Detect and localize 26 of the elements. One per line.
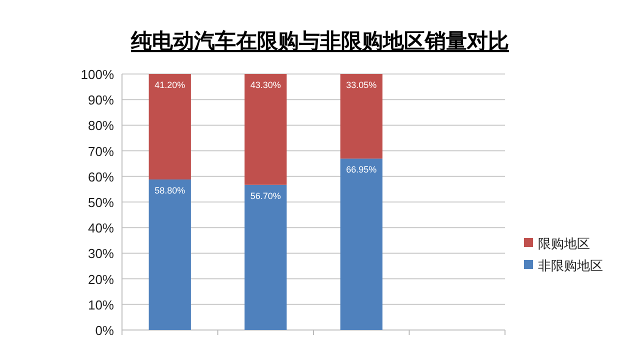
y-tick-label: 70% [88,144,114,159]
bar [244,184,287,330]
y-tick-label: 90% [88,92,114,108]
data-label: 66.95% [346,164,377,175]
y-tick-label: 60% [88,169,114,184]
data-label: 43.30% [250,80,281,90]
y-tick-label: 80% [88,118,114,134]
y-tick-label: 0% [95,323,114,338]
bar [148,74,191,180]
legend-label: 非限购地区 [538,258,603,273]
chart-title: 纯电动汽车在限购与非限购地区销量对比 [130,29,509,53]
y-tick-label: 20% [88,272,114,287]
data-label: 33.05% [346,80,377,90]
bar [340,158,382,330]
legend-label: 限购地区 [538,236,590,251]
data-label: 41.20% [154,80,186,90]
bar [244,74,287,185]
bar [148,179,191,330]
y-tick-label: 50% [88,195,114,210]
y-tick-label: 30% [88,246,114,262]
y-tick-label: 40% [88,220,114,236]
data-label: 58.80% [154,185,186,196]
y-tick-label: 10% [88,297,114,312]
y-tick-label: 100% [80,67,114,82]
data-label: 56.70% [250,190,281,201]
bar [340,74,382,159]
